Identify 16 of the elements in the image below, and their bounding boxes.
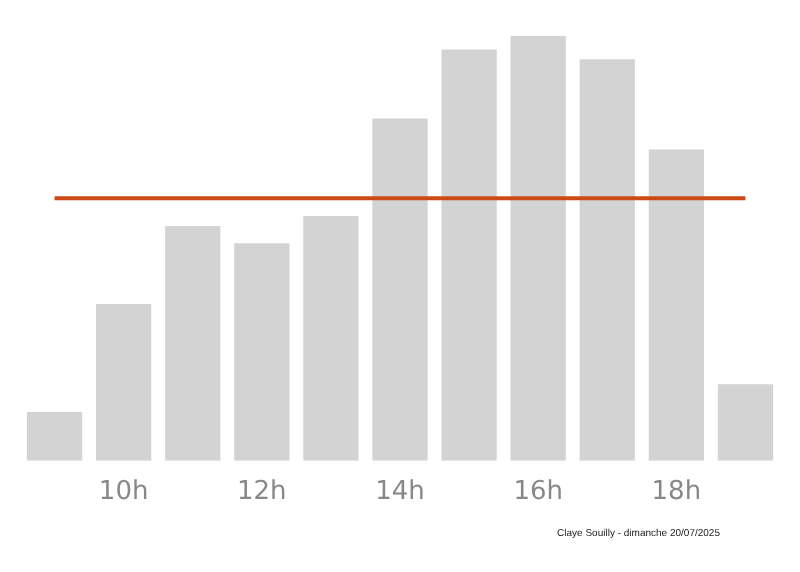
bar <box>303 216 359 461</box>
x-tick-label: 16h <box>513 477 563 508</box>
bar <box>234 243 290 461</box>
bar <box>26 411 83 461</box>
x-tick-label: 14h <box>375 477 425 508</box>
x-tick-label: 10h <box>98 477 149 508</box>
bar <box>96 304 152 461</box>
bar <box>579 59 635 461</box>
x-tick-label: 18h <box>651 477 702 508</box>
bar <box>717 384 774 461</box>
bar <box>372 118 428 461</box>
bar <box>165 225 221 461</box>
bar <box>648 149 704 461</box>
bar <box>441 49 497 461</box>
bar <box>510 36 566 461</box>
x-tick-label: 12h <box>237 477 287 508</box>
